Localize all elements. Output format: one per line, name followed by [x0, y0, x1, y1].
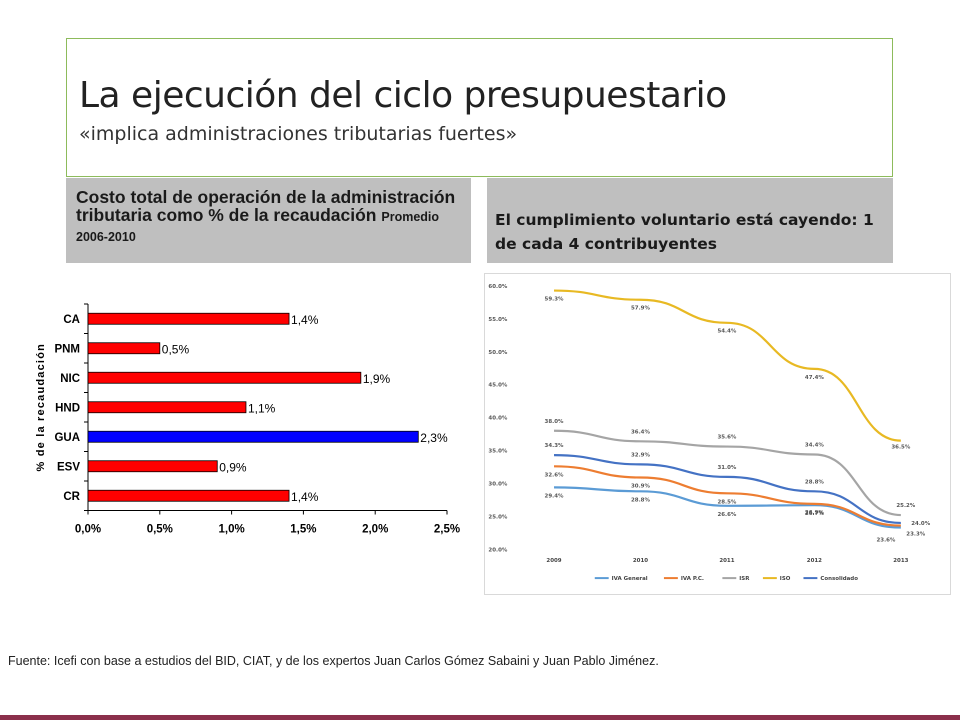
- series-line-iva-p-c-: [554, 465, 901, 527]
- y-tick-label: 35.0%: [488, 449, 507, 455]
- series-line-isr: [554, 429, 901, 517]
- x-tick-label: 1,0%: [218, 524, 244, 536]
- bar-esv: [87, 460, 218, 473]
- point-label: 26.6%: [717, 512, 736, 518]
- x-tick-label: 2,5%: [434, 524, 460, 536]
- series-line-iva-general: [554, 486, 901, 529]
- point-label: 26.9%: [805, 510, 824, 516]
- point-label: 36.4%: [631, 429, 650, 435]
- title-box: La ejecución del ciclo presupuestario «i…: [66, 38, 893, 177]
- series-line-consolidado: [554, 454, 901, 525]
- legend-label: IVA General: [612, 576, 648, 582]
- bar-hnd: [87, 401, 247, 414]
- point-label: 23.3%: [906, 532, 925, 538]
- slide-subtitle: «implica administraciones tributarias fu…: [79, 123, 518, 145]
- right-chart-header: El cumplimiento voluntario está cayendo:…: [487, 178, 893, 263]
- y-tick-label: 30.0%: [488, 481, 507, 487]
- legend-label: ISR: [739, 576, 750, 582]
- point-label: 38.0%: [545, 419, 564, 425]
- category-label: CA: [63, 314, 80, 326]
- right-header-text: El cumplimiento voluntario está cayendo:…: [495, 211, 874, 253]
- point-label: 47.4%: [805, 375, 824, 381]
- bar-nic: [87, 371, 362, 384]
- data-label: 0,9%: [219, 460, 247, 474]
- category-label: NIC: [60, 373, 80, 385]
- point-label: 32.9%: [631, 452, 650, 458]
- y-axis-title: % de la recaudación: [35, 343, 47, 472]
- point-label: 30.9%: [631, 483, 650, 489]
- data-label: 1,4%: [291, 313, 319, 327]
- left-chart-header: Costo total de operación de la administr…: [66, 178, 471, 263]
- point-label: 57.9%: [631, 306, 650, 312]
- data-label: 1,1%: [248, 401, 276, 415]
- left-header-small: Promedio 2006-2010: [76, 210, 440, 244]
- y-tick-label: 45.0%: [488, 383, 507, 389]
- point-label: 28.8%: [805, 479, 824, 485]
- y-tick-label: 60.0%: [488, 284, 507, 290]
- point-label: 54.4%: [717, 329, 736, 335]
- point-label: 28.8%: [631, 497, 650, 503]
- point-label: 34.4%: [805, 443, 824, 449]
- x-tick-label: 2009: [546, 558, 561, 564]
- category-label: ESV: [57, 461, 80, 473]
- y-tick-label: 55.0%: [488, 317, 507, 323]
- line-chart: 60.0% 55.0% 50.0% 45.0% 40.0% 35.0% 30.0% 25.0%…: [484, 273, 951, 595]
- category-label: HND: [55, 402, 80, 414]
- point-label: 25.2%: [896, 503, 915, 509]
- x-tick-label: 2013: [893, 558, 908, 564]
- source-note: Fuente: Icefi con base a estudios del BI…: [8, 654, 659, 668]
- legend-label: Consolidado: [820, 576, 858, 582]
- category-label: CR: [63, 491, 80, 503]
- bar-gua: [87, 430, 419, 443]
- bar-cr: [87, 489, 290, 502]
- bar-ca: [87, 312, 290, 325]
- series-line-iso: [554, 289, 901, 442]
- point-label: 36.5%: [891, 445, 910, 451]
- x-tick-label: 0,5%: [147, 524, 173, 536]
- left-header-main: Costo total de operación de la administr…: [76, 187, 456, 225]
- x-tick-label: 2012: [807, 558, 822, 564]
- point-label: 26.7%: [805, 511, 824, 517]
- x-tick-label: 1,5%: [290, 524, 316, 536]
- point-label: 35.6%: [717, 435, 736, 441]
- data-label: 1,4%: [291, 490, 319, 504]
- bar-pnm: [87, 342, 161, 355]
- category-label: PNM: [54, 343, 80, 355]
- data-label: 1,9%: [363, 372, 391, 386]
- data-label: 0,5%: [162, 342, 190, 356]
- x-tick-label: 2010: [633, 558, 648, 564]
- y-tick-label: 25.0%: [488, 514, 507, 520]
- legend-label: IVA P.C.: [681, 576, 704, 582]
- point-label: 31.0%: [717, 465, 736, 471]
- point-label: 28.5%: [717, 499, 736, 505]
- point-label: 29.4%: [545, 493, 564, 499]
- point-label: 59.3%: [545, 296, 564, 302]
- point-label: 34.3%: [545, 443, 564, 449]
- x-tick-label: 2011: [719, 558, 734, 564]
- category-label: GUA: [54, 432, 80, 444]
- data-label: 2,3%: [420, 431, 448, 445]
- bar-chart: CA 1,4% PNM 0,5% NIC 1,9% HND 1,1% GUA 2,3% ESV 0,9…: [35, 303, 460, 536]
- x-tick-label: 2,0%: [362, 524, 388, 536]
- bottom-accent-line: [0, 715, 960, 720]
- slide-title: La ejecución del ciclo presupuestario: [79, 75, 727, 116]
- x-tick-label: 0,0%: [75, 524, 101, 536]
- point-label: 24.0%: [911, 521, 930, 527]
- point-label: 32.6%: [545, 472, 564, 478]
- y-tick-label: 20.0%: [488, 547, 507, 553]
- y-tick-label: 40.0%: [488, 416, 507, 422]
- y-tick-label: 50.0%: [488, 350, 507, 356]
- legend-label: ISO: [780, 576, 791, 582]
- point-label: 23.6%: [876, 537, 895, 543]
